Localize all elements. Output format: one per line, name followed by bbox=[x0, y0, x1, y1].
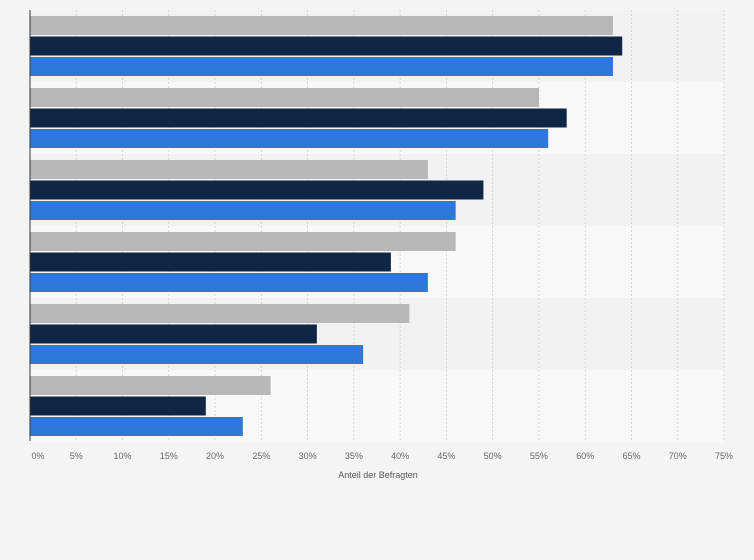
bar[interactable] bbox=[30, 108, 567, 128]
x-tick-label: 20% bbox=[206, 451, 224, 461]
x-tick-label: 60% bbox=[576, 451, 594, 461]
bar[interactable] bbox=[30, 129, 549, 148]
bar[interactable] bbox=[30, 160, 428, 179]
x-tick-label: 75% bbox=[715, 451, 733, 461]
bar[interactable] bbox=[30, 345, 364, 364]
bar[interactable] bbox=[30, 324, 317, 344]
x-tick-label: 40% bbox=[391, 451, 409, 461]
x-tick-label: 55% bbox=[530, 451, 548, 461]
x-tick-label: 10% bbox=[114, 451, 132, 461]
bar[interactable] bbox=[30, 201, 456, 220]
x-tick-label: 70% bbox=[669, 451, 687, 461]
bar[interactable] bbox=[30, 273, 428, 292]
x-tick-label: 35% bbox=[345, 451, 363, 461]
bar[interactable] bbox=[30, 232, 456, 251]
bar[interactable] bbox=[30, 417, 243, 436]
x-tick-label: 30% bbox=[299, 451, 317, 461]
x-tick-label: 50% bbox=[484, 451, 502, 461]
x-tick-label: 65% bbox=[622, 451, 640, 461]
x-tick-label: 0% bbox=[31, 451, 44, 461]
bar[interactable] bbox=[30, 57, 613, 76]
x-tick-label: 15% bbox=[160, 451, 178, 461]
x-tick-label: 25% bbox=[252, 451, 270, 461]
x-axis-title: Anteil der Befragten bbox=[338, 470, 418, 480]
x-tick-label: 45% bbox=[437, 451, 455, 461]
bar[interactable] bbox=[30, 304, 410, 323]
bar[interactable] bbox=[30, 16, 613, 35]
bar[interactable] bbox=[30, 252, 391, 272]
bar[interactable] bbox=[30, 36, 623, 56]
bar[interactable] bbox=[30, 180, 484, 200]
x-tick-label: 5% bbox=[70, 451, 83, 461]
bar[interactable] bbox=[30, 88, 539, 107]
bar[interactable] bbox=[30, 396, 206, 416]
bar[interactable] bbox=[30, 376, 271, 395]
